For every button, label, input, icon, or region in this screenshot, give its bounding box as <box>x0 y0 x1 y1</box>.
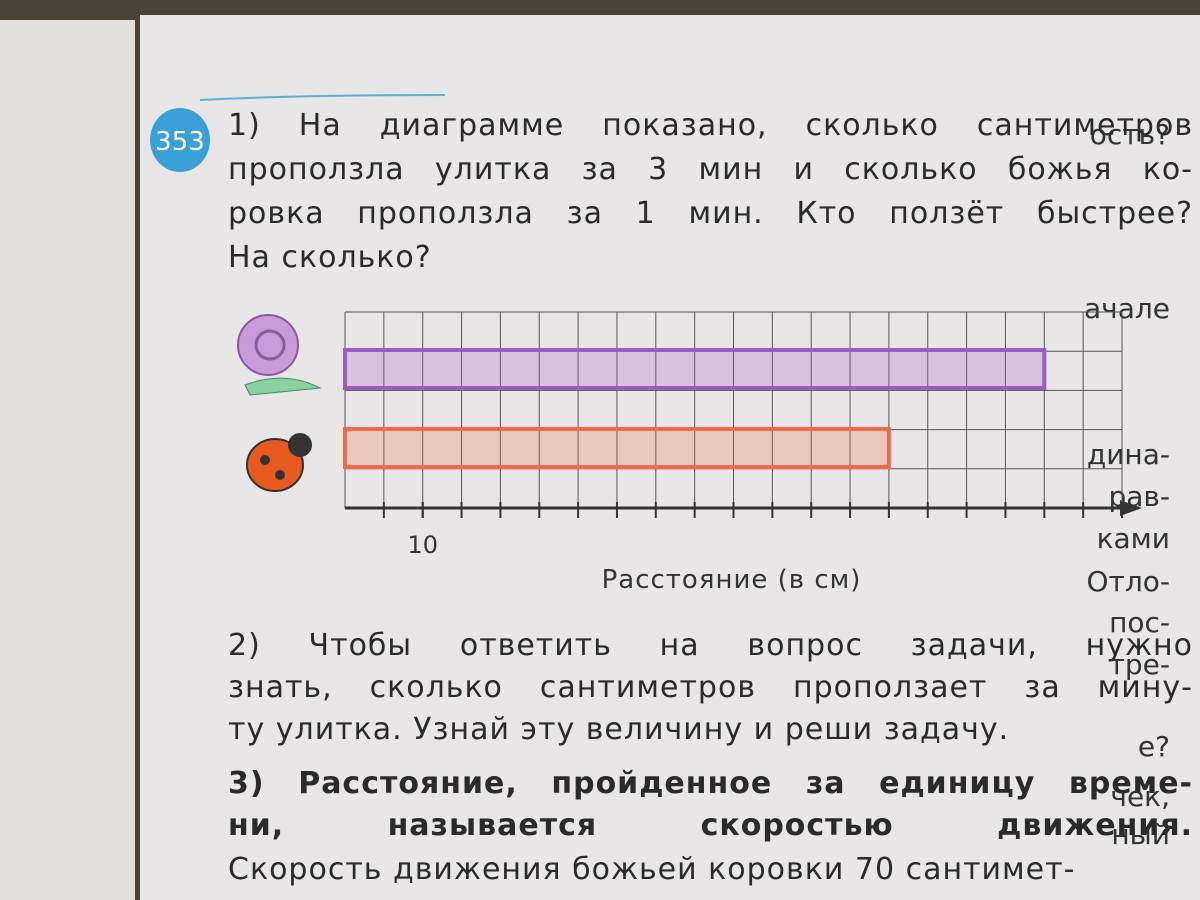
left-page-line: Отло- <box>1086 565 1170 598</box>
left-page-line: тре- <box>1108 648 1170 681</box>
text-line: 1) На диаграмме показано, сколько сантим… <box>228 108 1193 143</box>
text-line: ту улитка. Узнай эту величину и реши зад… <box>228 712 1010 747</box>
text-line: На сколько? <box>228 240 432 275</box>
problem-number: 353 <box>155 127 205 157</box>
text-line: знать, сколько сантиметров проползает за… <box>228 670 1193 705</box>
text-line: 2) Чтобы ответить на вопрос задачи, нужн… <box>228 628 1193 663</box>
left-page-line: ками <box>1096 522 1170 555</box>
text-line: ровка проползла за 1 мин. Кто ползёт быс… <box>228 196 1193 231</box>
x-axis-label: Расстояние (в см) <box>602 565 862 595</box>
bar <box>343 348 1047 390</box>
definition-line: ни, называется скоростью движения. <box>228 808 1193 843</box>
text-line: Скорость движения божьей коровки 70 сант… <box>228 852 1076 887</box>
x-tick-label: 10 <box>407 531 438 559</box>
text-line: проползла улитка за 3 мин и сколько божь… <box>228 152 1193 187</box>
left-page-line: ный <box>1111 818 1170 851</box>
right-page <box>140 15 1200 900</box>
ladybug-icon <box>246 433 312 492</box>
snail-icon <box>237 314 322 396</box>
decor-line <box>199 94 446 101</box>
axis-arrow <box>1120 500 1142 516</box>
left-page-line: пос- <box>1109 606 1170 639</box>
bar <box>343 427 891 469</box>
left-page-line: ость? <box>1089 118 1170 151</box>
left-page <box>0 20 135 900</box>
left-page-line: чек, <box>1110 780 1170 813</box>
number-badge <box>150 108 210 172</box>
definition-line: 3) Расстояние, пройденное за единицу вре… <box>228 766 1193 801</box>
left-page-line: е? <box>1137 730 1170 763</box>
left-page-line: дина- <box>1086 438 1170 471</box>
left-page-line: ачале <box>1084 292 1170 325</box>
